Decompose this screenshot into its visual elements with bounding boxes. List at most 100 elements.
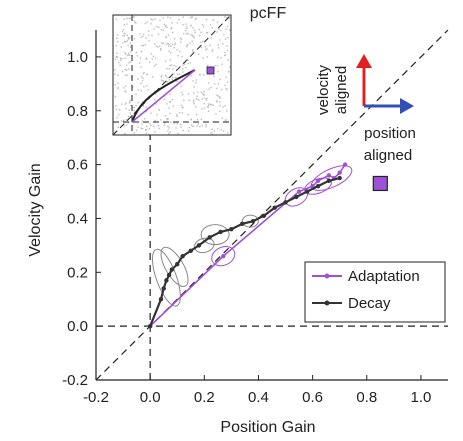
- inset-cloud-dot: [168, 50, 170, 52]
- inset-cloud-dot: [160, 49, 162, 51]
- inset-cloud-dot: [142, 44, 145, 47]
- inset-cloud-dot: [169, 100, 172, 103]
- inset-cloud-dot: [152, 55, 155, 57]
- inset-cloud-dot: [195, 82, 197, 84]
- inset-cloud-dot: [167, 34, 170, 36]
- inset-cloud-dot: [190, 74, 193, 77]
- inset-cloud-dot: [190, 24, 192, 27]
- inset-cloud-dot: [116, 52, 118, 54]
- inset-cloud-dot: [140, 36, 142, 39]
- inset-cloud-dot: [173, 46, 175, 49]
- inset-cloud-dot: [121, 70, 124, 73]
- inset-cloud-dot: [122, 42, 124, 44]
- inset-cloud-dot: [196, 125, 198, 127]
- inset-cloud-dot: [133, 37, 135, 40]
- inset-cloud-dot: [184, 30, 187, 32]
- inset-cloud-dot: [124, 57, 126, 60]
- inset-cloud-dot: [150, 112, 152, 114]
- inset-cloud-dot: [123, 40, 126, 43]
- inset-cloud-dot: [126, 34, 128, 37]
- inset-cloud-dot: [139, 57, 142, 59]
- inset-cloud-dot: [180, 41, 182, 43]
- inset-cloud-dot: [154, 131, 156, 133]
- inset-cloud-dot: [127, 54, 129, 57]
- inset-cloud-dot: [219, 39, 221, 41]
- inset-cloud-dot: [179, 37, 182, 40]
- inset-cloud-dot: [141, 120, 144, 122]
- inset-cloud-dot: [222, 130, 225, 132]
- inset-cloud-dot: [228, 71, 230, 73]
- inset-cloud-dot: [142, 33, 145, 35]
- inset-cloud-dot: [116, 34, 119, 36]
- inset-cloud-dot: [190, 34, 192, 36]
- inset-cloud-dot: [211, 27, 213, 29]
- inset-cloud-dot: [114, 96, 117, 98]
- y-tick-label: 0.4: [67, 210, 88, 227]
- inset-cloud-dot: [182, 24, 184, 26]
- inset-cloud-dot: [176, 80, 178, 83]
- series-point-adaptation: [337, 170, 342, 175]
- inset-cloud-dot: [180, 85, 182, 88]
- inset-cloud-dot: [223, 33, 225, 36]
- inset-cloud-dot: [227, 36, 229, 39]
- inset-cloud-dot: [129, 101, 131, 103]
- x-axis-title: Position Gain: [220, 419, 315, 436]
- inset-cloud-dot: [217, 95, 219, 97]
- inset-cloud-dot: [123, 35, 126, 37]
- inset-cloud-dot: [169, 131, 171, 133]
- inset-cloud-dot: [227, 132, 229, 134]
- inset-cloud-dot: [162, 80, 165, 83]
- x-tick-label: 0.6: [302, 389, 323, 406]
- inset-cloud-dot: [204, 97, 206, 100]
- inset-cloud-dot: [221, 117, 223, 119]
- inset-cloud-dot: [224, 54, 227, 56]
- inset-cloud-dot: [124, 90, 126, 92]
- series-point-decay: [337, 175, 342, 181]
- inset-cloud-dot: [145, 37, 148, 39]
- inset-cloud-dot: [166, 117, 168, 120]
- inset-cloud-dot: [194, 29, 196, 32]
- inset-cloud-dot: [176, 22, 179, 24]
- inset-cloud-dot: [153, 65, 156, 67]
- inset-cloud-dot: [121, 57, 123, 60]
- inset-cloud-dot: [185, 66, 187, 69]
- inset-cloud-dot: [211, 128, 213, 130]
- variance-ellipse: [160, 246, 189, 287]
- series-point-decay: [250, 218, 256, 224]
- series-point-decay: [166, 272, 172, 278]
- inset-cloud-dot: [197, 123, 200, 125]
- inset-cloud-dot: [226, 49, 229, 52]
- inset-cloud-dot: [191, 40, 193, 42]
- inset-cloud-dot: [196, 118, 199, 121]
- inset-cloud-dot: [125, 119, 128, 121]
- inset-cloud-dot: [163, 23, 166, 26]
- inset-cloud-dot: [212, 19, 214, 22]
- inset-cloud-dot: [226, 88, 228, 91]
- series-point-decay: [305, 189, 310, 194]
- inset-cloud-dot: [200, 91, 203, 93]
- inset-cloud-dot: [192, 35, 194, 38]
- inset-decay-curve: [131, 69, 196, 123]
- inset-cloud-dot: [187, 113, 190, 116]
- inset-cloud-dot: [152, 76, 154, 78]
- inset-cloud-dot: [124, 74, 127, 76]
- inset-cloud-dot: [114, 69, 116, 71]
- inset-cloud-dot: [219, 101, 221, 103]
- inset-cloud-dot: [146, 85, 148, 87]
- position-aligned-line2: aligned: [364, 147, 412, 164]
- inset-cloud-dot: [226, 16, 228, 19]
- inset-cloud-dot: [187, 59, 189, 62]
- inset-cloud-dot: [124, 132, 126, 135]
- y-tick-label: 0.0: [67, 318, 88, 335]
- inset-cloud-dot: [125, 53, 127, 55]
- inset-cloud-dot: [124, 68, 127, 71]
- x-ticks: -0.2 0.0 0.2 0.4 0.6 0.8 1.0: [83, 375, 431, 406]
- inset-cloud-dot: [137, 78, 139, 80]
- inset-cloud-dot: [128, 101, 131, 104]
- inset-cloud-dot: [145, 132, 148, 135]
- inset-cloud-dot: [191, 34, 194, 37]
- inset-cloud-dot: [150, 23, 152, 25]
- inset-cloud-dot: [182, 16, 184, 18]
- inset-cloud-dot: [128, 62, 130, 64]
- inset-cloud-dot: [169, 17, 172, 19]
